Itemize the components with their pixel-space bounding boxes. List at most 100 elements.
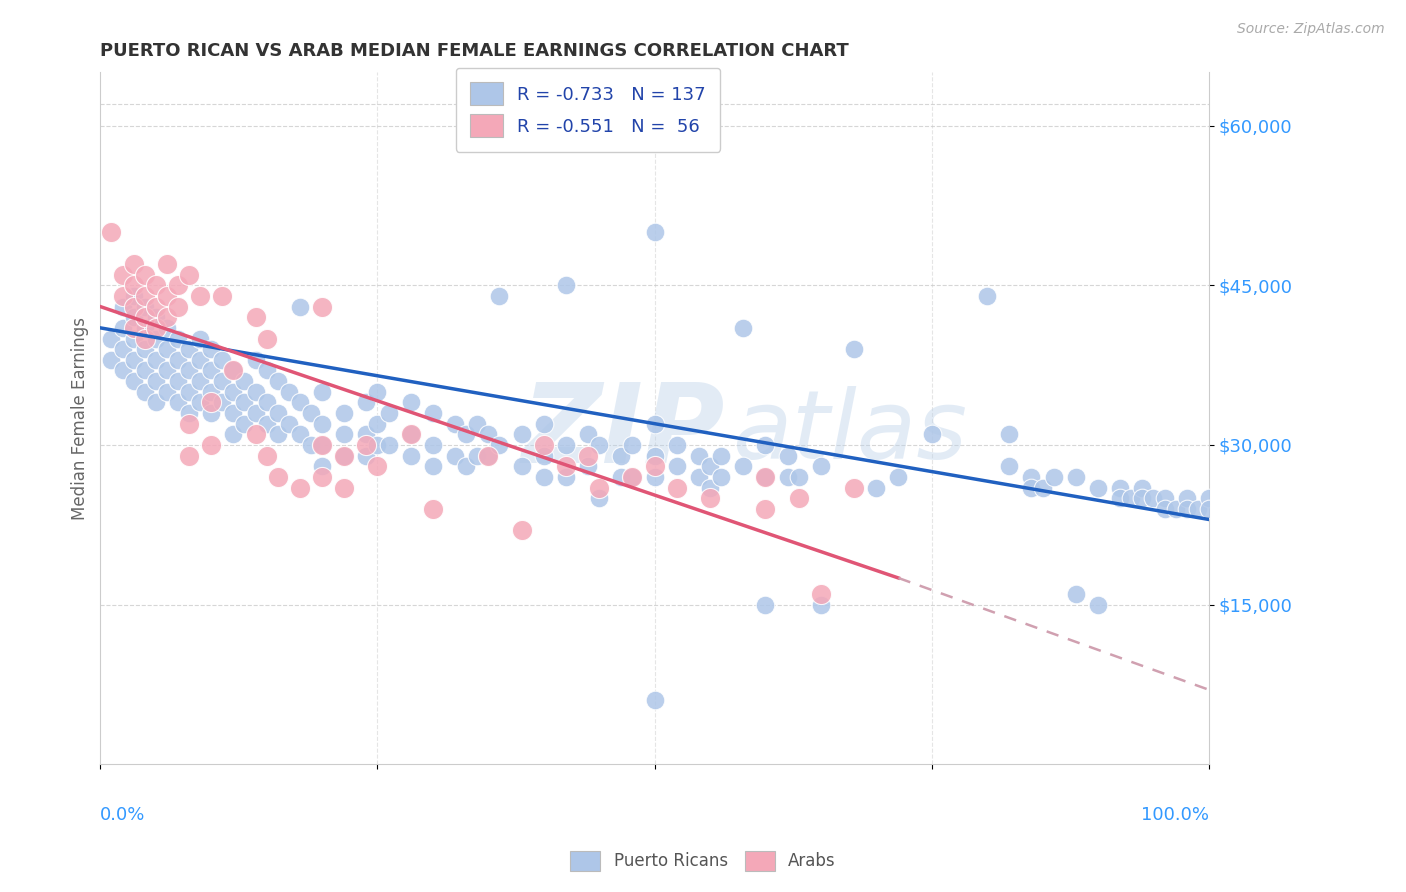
Point	[1198, 501, 1220, 516]
Point	[111, 300, 134, 314]
Point	[188, 395, 211, 409]
Point	[688, 470, 710, 484]
Point	[510, 523, 533, 537]
Point	[267, 470, 290, 484]
Point	[145, 352, 167, 367]
Point	[377, 438, 399, 452]
Point	[533, 470, 555, 484]
Point	[233, 395, 256, 409]
Point	[810, 459, 832, 474]
Point	[1021, 470, 1043, 484]
Point	[177, 363, 200, 377]
Point	[333, 427, 356, 442]
Point	[610, 449, 633, 463]
Point	[1064, 587, 1087, 601]
Point	[366, 438, 388, 452]
Point	[356, 395, 378, 409]
Point	[222, 406, 245, 420]
Point	[311, 470, 333, 484]
Point	[1109, 481, 1132, 495]
Point	[122, 300, 145, 314]
Point	[211, 352, 233, 367]
Point	[665, 438, 688, 452]
Point	[100, 332, 122, 346]
Point	[267, 406, 290, 420]
Point	[256, 332, 278, 346]
Point	[156, 321, 179, 335]
Point	[177, 417, 200, 431]
Point	[754, 470, 776, 484]
Point	[754, 438, 776, 452]
Point	[156, 363, 179, 377]
Point	[776, 449, 799, 463]
Point	[222, 384, 245, 399]
Point	[311, 459, 333, 474]
Point	[665, 481, 688, 495]
Point	[256, 395, 278, 409]
Point	[399, 449, 422, 463]
Point	[644, 470, 666, 484]
Point	[122, 332, 145, 346]
Point	[588, 481, 610, 495]
Point	[311, 438, 333, 452]
Point	[200, 395, 222, 409]
Point	[111, 342, 134, 356]
Point	[134, 342, 156, 356]
Point	[277, 417, 299, 431]
Point	[200, 406, 222, 420]
Point	[211, 395, 233, 409]
Point	[533, 449, 555, 463]
Point	[366, 459, 388, 474]
Point	[1153, 501, 1175, 516]
Point	[245, 427, 267, 442]
Point	[422, 459, 444, 474]
Point	[167, 395, 190, 409]
Point	[200, 384, 222, 399]
Point	[842, 481, 865, 495]
Point	[156, 310, 179, 325]
Point	[188, 332, 211, 346]
Point	[1175, 491, 1198, 505]
Point	[134, 310, 156, 325]
Point	[145, 278, 167, 293]
Point	[356, 449, 378, 463]
Point	[533, 417, 555, 431]
Point	[134, 268, 156, 282]
Point	[422, 438, 444, 452]
Point	[488, 438, 510, 452]
Point	[665, 459, 688, 474]
Text: 100.0%: 100.0%	[1140, 805, 1209, 824]
Point	[810, 587, 832, 601]
Point	[100, 352, 122, 367]
Point	[456, 427, 478, 442]
Point	[134, 289, 156, 303]
Point	[145, 374, 167, 388]
Point	[477, 449, 499, 463]
Point	[299, 406, 322, 420]
Legend: Puerto Ricans, Arabs: Puerto Ricans, Arabs	[562, 842, 844, 880]
Point	[976, 289, 998, 303]
Point	[256, 449, 278, 463]
Point	[233, 417, 256, 431]
Point	[333, 406, 356, 420]
Point	[865, 481, 887, 495]
Point	[211, 289, 233, 303]
Point	[733, 459, 755, 474]
Point	[644, 417, 666, 431]
Point	[1121, 491, 1143, 505]
Point	[188, 374, 211, 388]
Point	[145, 395, 167, 409]
Point	[576, 427, 599, 442]
Point	[555, 278, 578, 293]
Point	[311, 384, 333, 399]
Point	[555, 438, 578, 452]
Point	[277, 384, 299, 399]
Point	[1175, 501, 1198, 516]
Legend: R = -0.733   N = 137, R = -0.551   N =  56: R = -0.733 N = 137, R = -0.551 N = 56	[456, 68, 720, 152]
Point	[222, 363, 245, 377]
Point	[333, 449, 356, 463]
Point	[699, 459, 721, 474]
Point	[366, 417, 388, 431]
Point	[245, 310, 267, 325]
Point	[200, 342, 222, 356]
